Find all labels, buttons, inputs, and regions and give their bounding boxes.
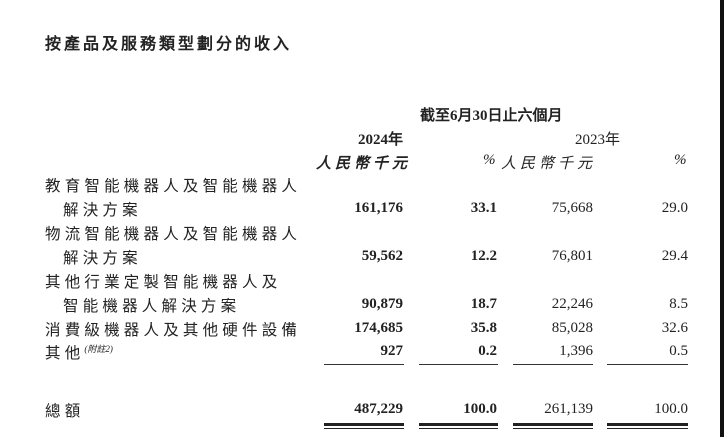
cell-value: 85,028 — [551, 320, 593, 336]
subtotal-rule — [419, 364, 498, 365]
cell-value: 33.1 — [470, 200, 497, 216]
cell-value: 0.2 — [478, 343, 497, 359]
period-header: 截至6月30日止六個月 — [420, 108, 563, 124]
row-label-custom-cont: 智能機器人解決方案 — [63, 298, 241, 315]
row-label-education: 教育智能機器人及智能機器人 — [45, 178, 302, 195]
total-value: 100.0 — [654, 401, 688, 417]
total-value: 100.0 — [463, 401, 497, 417]
cell-value: 18.7 — [470, 296, 497, 312]
year-2023-header: 2023年 — [575, 132, 621, 148]
total-value: 261,139 — [544, 401, 593, 417]
cell-value: 1,396 — [559, 343, 593, 359]
cell-value: 29.0 — [661, 200, 688, 216]
total-value: 487,229 — [354, 401, 403, 417]
row-label-logistics: 物流智能機器人及智能機器人 — [45, 226, 302, 243]
row-label-others-text: 其他 — [45, 345, 85, 362]
cell-value: 75,668 — [551, 200, 593, 216]
cell-value: 76,801 — [551, 248, 593, 264]
total-double-rule — [607, 423, 688, 429]
cell-value: 29.4 — [661, 248, 688, 264]
cell-value: 161,176 — [354, 200, 403, 216]
subtotal-rule — [513, 364, 593, 365]
subtotal-rule — [324, 364, 404, 365]
cell-value: 22,246 — [551, 296, 593, 312]
total-double-rule — [419, 423, 498, 429]
unit-pct-2024: % — [483, 152, 496, 168]
row-label-logistics-cont: 解決方案 — [63, 250, 142, 267]
row-label-education-cont: 解決方案 — [63, 202, 142, 219]
cell-value: 35.8 — [470, 320, 497, 336]
cell-value: 90,879 — [361, 296, 403, 312]
row-label-others: 其他(附註2) — [45, 341, 113, 363]
cell-value: 927 — [380, 343, 404, 359]
total-double-rule — [324, 423, 404, 429]
year-2024-header: 2024年 — [358, 132, 404, 148]
total-double-rule — [513, 423, 593, 429]
cell-value: 0.5 — [669, 343, 688, 359]
unit-pct-2023: % — [674, 152, 687, 168]
section-title: 按產品及服務類型劃分的收入 — [45, 36, 293, 53]
row-label-consumer: 消費級機器人及其他硬件設備 — [45, 322, 302, 339]
subtotal-rule — [607, 364, 688, 365]
total-label: 總額 — [45, 403, 85, 420]
unit-rmb-2023: 人民幣千元 — [501, 156, 597, 172]
cell-value: 8.5 — [669, 296, 688, 312]
cell-value: 32.6 — [661, 320, 688, 336]
cell-value: 12.2 — [470, 248, 497, 264]
page-edge — [720, 0, 724, 437]
unit-rmb-2024: 人民幣千元 — [316, 156, 412, 172]
cell-value: 59,562 — [361, 248, 403, 264]
note-reference: (附註2) — [84, 343, 113, 354]
row-label-custom: 其他行業定製智能機器人及 — [45, 274, 282, 291]
cell-value: 174,685 — [354, 320, 403, 336]
